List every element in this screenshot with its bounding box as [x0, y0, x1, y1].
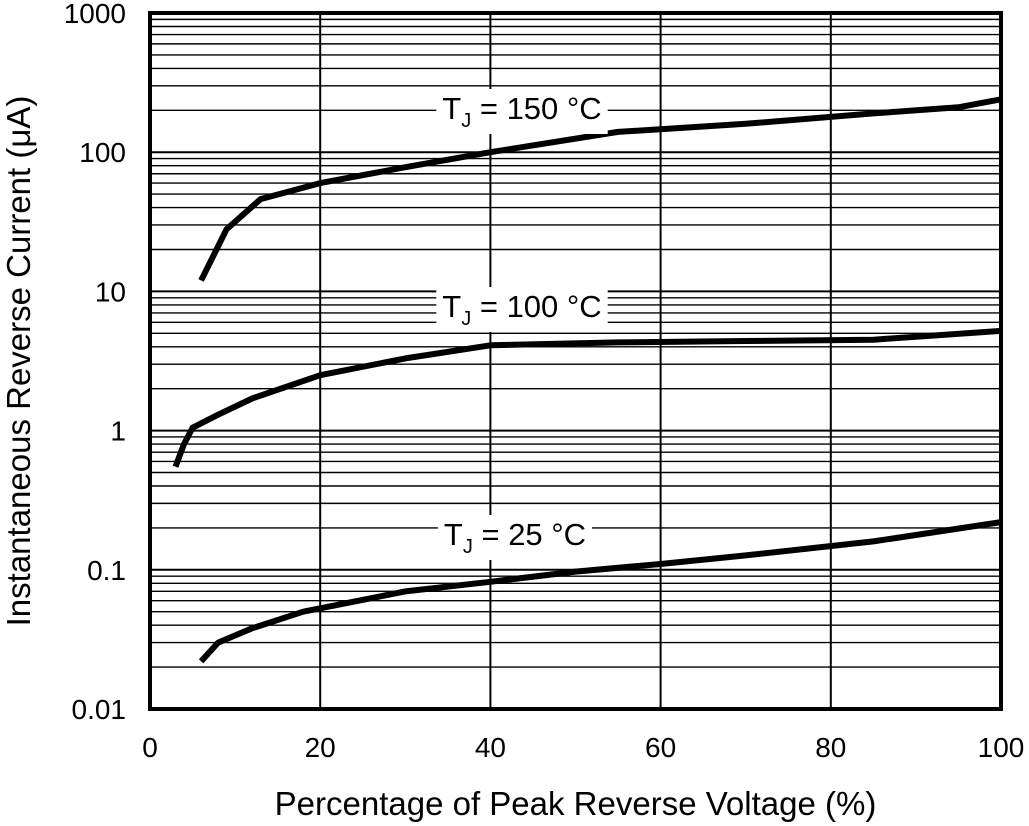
y-axis-title: Instantaneous Reverse Current (μA) [0, 96, 37, 627]
y-tick-label: 100 [79, 137, 126, 168]
y-tick-label: 1000 [64, 0, 126, 29]
series-label-rest: = 150 °C [471, 91, 601, 126]
y-tick-label: 10 [95, 276, 126, 307]
series-label-rest: = 100 °C [471, 289, 601, 324]
y-tick-label: 0.01 [72, 694, 127, 725]
series-label-background [436, 89, 608, 134]
series-label-main: T [444, 517, 463, 552]
series-line-1 [172, 327, 1002, 468]
series-label-0: TJ = 150 °C [442, 91, 601, 132]
series-label-subscript: J [461, 110, 471, 132]
y-tick-labels: 0.01 0.1 1 10 100 1000 [64, 0, 126, 725]
x-tick-label: 0 [142, 732, 158, 763]
x-tick-label: 40 [475, 732, 506, 763]
series-line-2 [198, 519, 1002, 664]
x-tick-label: 20 [305, 732, 336, 763]
series-label-background [437, 515, 593, 560]
series-label-main: T [442, 289, 461, 324]
x-tick-label: 100 [978, 732, 1025, 763]
y-tick-label: 1 [110, 416, 126, 447]
series-label-background [436, 287, 608, 332]
series-label-1: TJ = 100 °C [442, 289, 601, 330]
series-label-2: TJ = 25 °C [444, 517, 586, 558]
series-line-0 [198, 96, 1002, 282]
series-label-subscript: J [463, 536, 473, 558]
x-tick-label: 60 [645, 732, 676, 763]
series-label-rest: = 25 °C [473, 517, 586, 552]
series-labels: TJ = 150 °CTJ = 100 °CTJ = 25 °C [436, 89, 608, 560]
x-axis-title: Percentage of Peak Reverse Voltage (%) [275, 785, 877, 822]
y-tick-label: 0.1 [87, 555, 126, 586]
series-label-subscript: J [461, 308, 471, 330]
series-curves [172, 96, 1002, 664]
x-tick-label: 80 [815, 732, 846, 763]
series-label-main: T [442, 91, 461, 126]
plot-frame [148, 11, 1003, 711]
x-tick-labels: 0 20 40 60 80 100 [142, 732, 1024, 763]
